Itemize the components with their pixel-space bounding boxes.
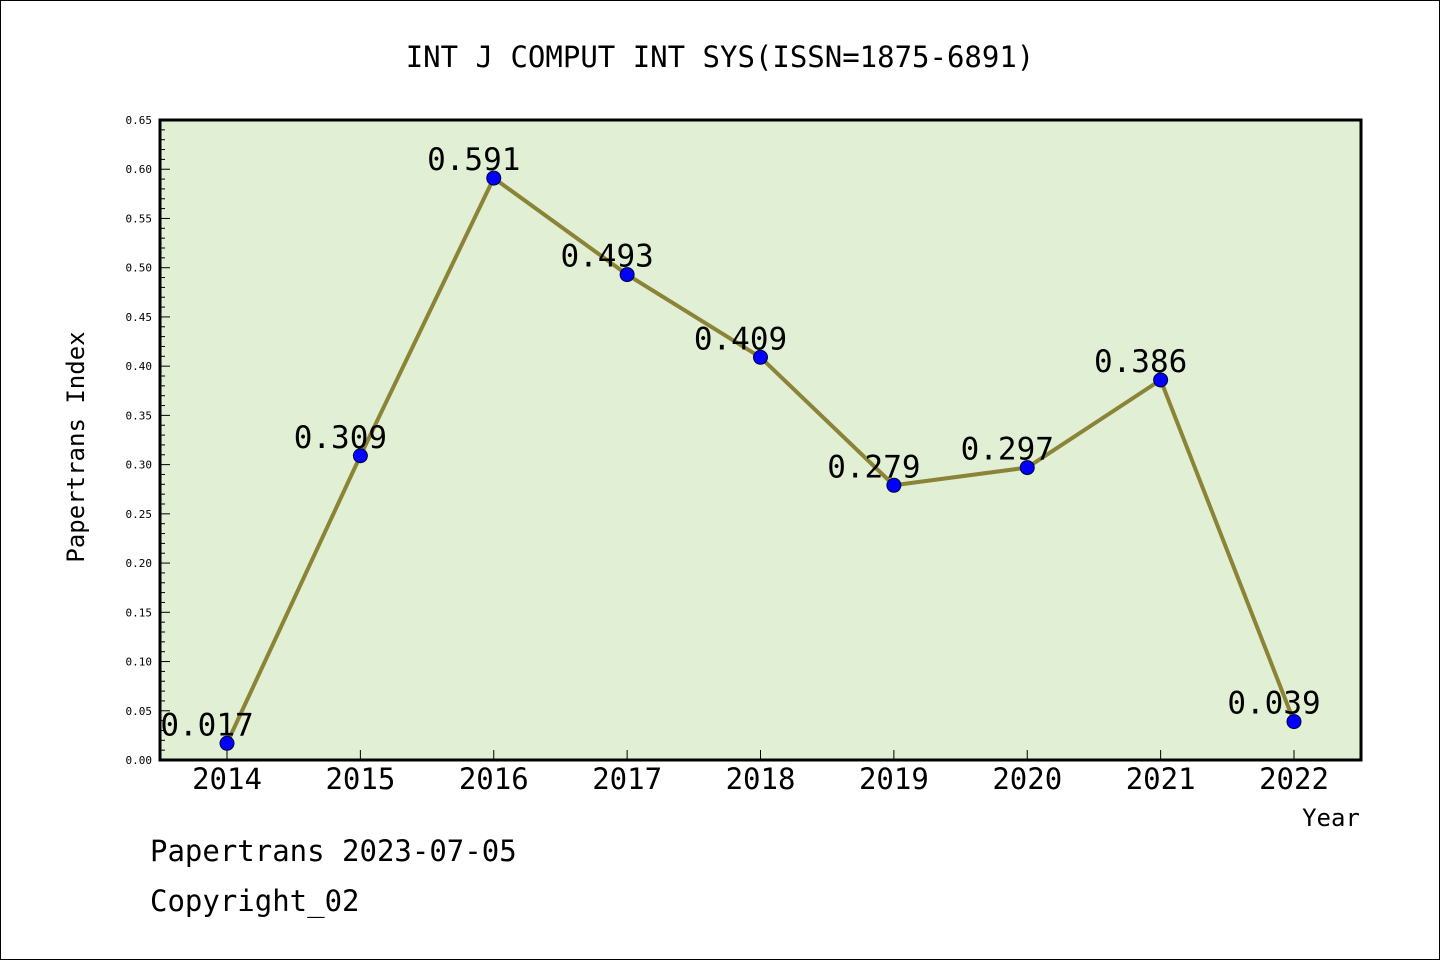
plot-area	[160, 120, 1361, 760]
x-tick-label: 2021	[1126, 762, 1196, 796]
x-tick-label: 2022	[1259, 762, 1329, 796]
x-tick-label: 2018	[726, 762, 796, 796]
data-point	[1153, 372, 1169, 388]
data-point	[619, 267, 635, 283]
data-point	[886, 477, 902, 493]
data-label: 0.386	[1094, 344, 1187, 380]
y-tick-label: 0.30	[126, 459, 153, 472]
y-tick-label: 0.05	[126, 705, 153, 718]
y-tick-label: 0.65	[126, 114, 153, 127]
footer-date: Papertrans 2023-07-05	[150, 834, 517, 868]
data-label: 0.591	[427, 142, 520, 178]
y-tick-label: 0.35	[126, 409, 153, 422]
data-labels: 0.017 0.309 0.591 0.493 0.409 0.279 0.297 0.386…	[160, 142, 1320, 743]
data-label: 0.017	[160, 707, 253, 743]
y-tick-label: 0.45	[126, 311, 153, 324]
x-tick-label: 2016	[459, 762, 529, 796]
y-tick-label: 0.20	[126, 557, 153, 570]
x-tick-label: 2017	[592, 762, 662, 796]
data-point	[486, 170, 502, 186]
y-tick-label: 0.60	[126, 163, 153, 176]
y-tick-label: 0.15	[126, 606, 153, 619]
data-label: 0.039	[1227, 686, 1320, 722]
data-label: 0.309	[294, 420, 387, 456]
y-tick-label: 0.00	[126, 754, 153, 767]
y-axis: 0.00 0.05 0.10 0.15 0.20 0.25 0.30 0.35 0.40 0.45…	[126, 114, 170, 767]
data-point	[1019, 460, 1035, 476]
footer-copyright: Copyright_02	[150, 884, 360, 918]
data-label: 0.409	[694, 321, 787, 357]
data-point	[753, 349, 768, 365]
y-tick-label: 0.55	[126, 212, 153, 225]
y-axis-label: Papertrans Index	[62, 331, 90, 562]
data-markers	[219, 170, 1302, 751]
x-tick-label: 2020	[992, 762, 1062, 796]
y-tick-label: 0.40	[126, 360, 153, 373]
chart-title: INT J COMPUT INT SYS(ISSN=1875-6891)	[406, 40, 1035, 74]
y-tick-label: 0.25	[126, 508, 153, 521]
x-axis-label: Year	[1302, 804, 1360, 832]
y-tick-label: 0.10	[126, 656, 153, 669]
x-tick-label: 2019	[859, 762, 929, 796]
data-point	[1286, 714, 1302, 730]
x-axis: 2014 2015 2016 2017 2018 2019 2020 2021 2022	[192, 750, 1329, 796]
data-label: 0.297	[961, 432, 1054, 468]
y-tick-label: 0.50	[126, 262, 153, 275]
data-label: 0.279	[827, 449, 920, 485]
x-tick-label: 2014	[192, 762, 262, 796]
plot-frame	[158, 118, 1363, 762]
data-point	[219, 735, 235, 751]
data-point	[352, 448, 368, 464]
x-tick-label: 2015	[325, 762, 395, 796]
data-label: 0.493	[560, 239, 653, 275]
